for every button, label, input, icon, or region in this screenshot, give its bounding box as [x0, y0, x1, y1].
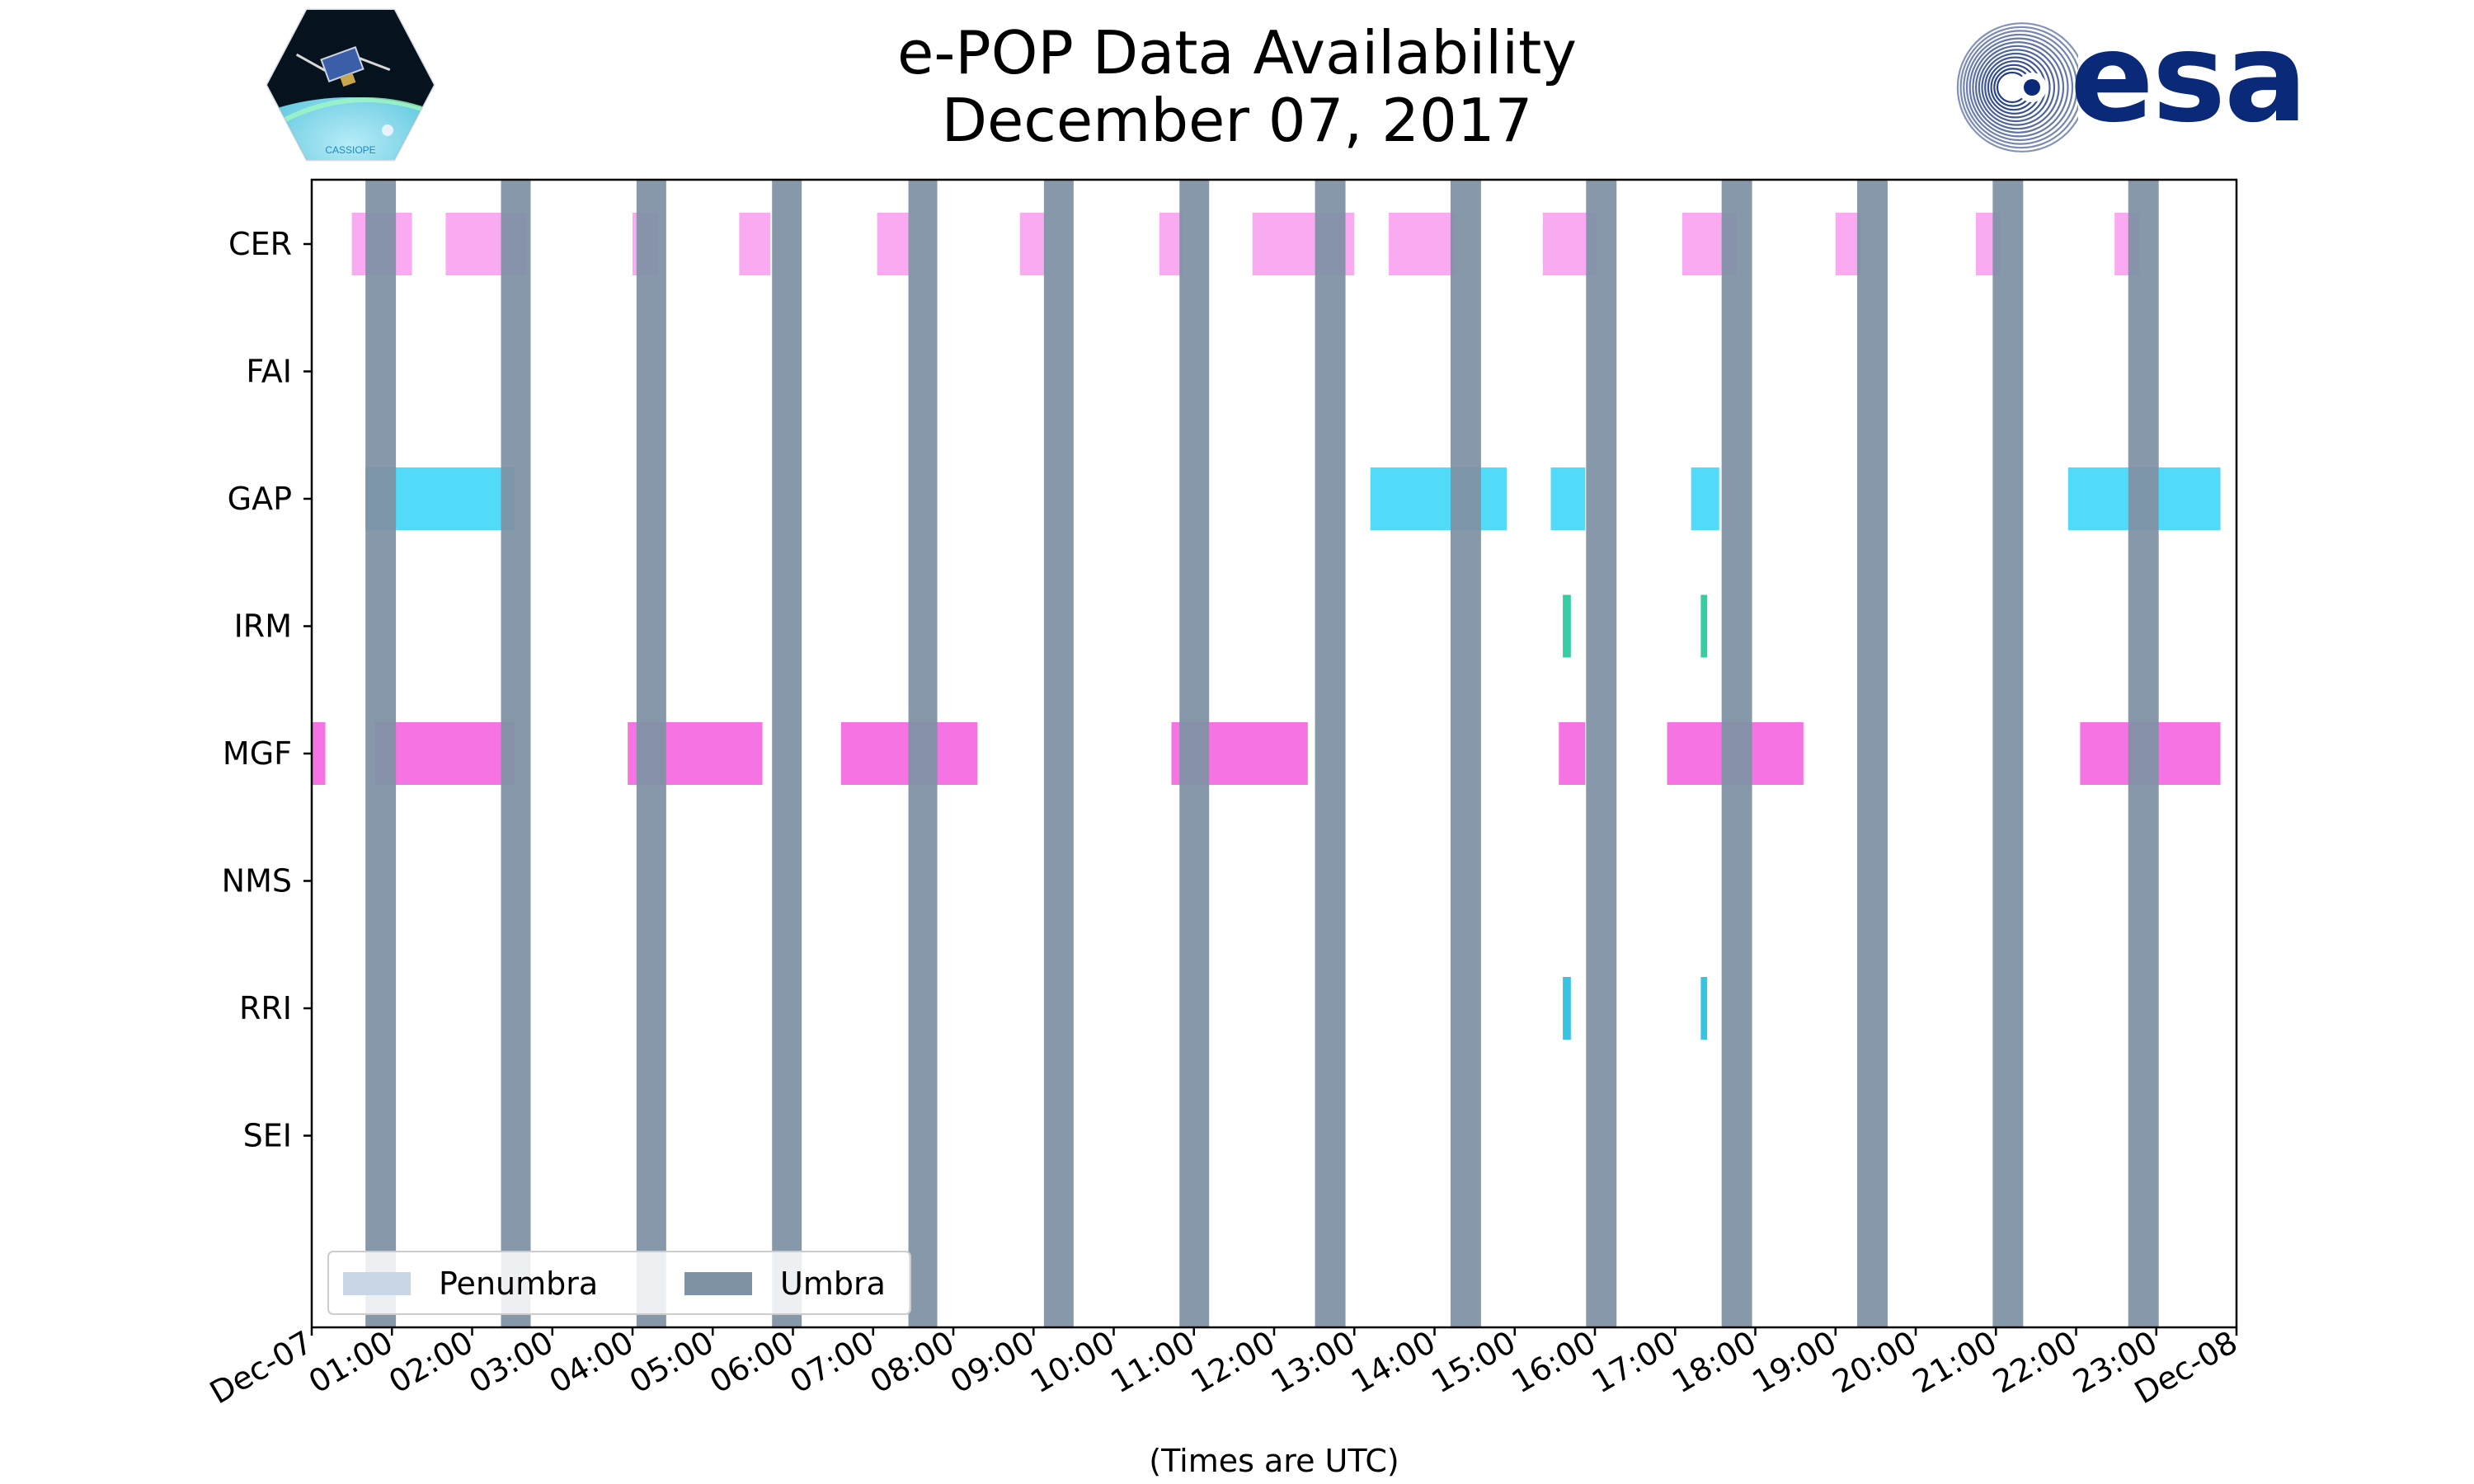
x-axis-label: (Times are UTC)	[1149, 1443, 1399, 1479]
bar-irm-0	[1563, 594, 1571, 658]
x-tick-label-1: 01:00	[303, 1324, 399, 1401]
bar-cer-3	[739, 213, 771, 275]
bar-mgf-5	[1559, 722, 1586, 785]
esa-swirl-ring	[1975, 45, 2060, 130]
umbra-band-5	[1043, 180, 1074, 1327]
x-tick-label-2: 02:00	[383, 1324, 479, 1401]
esa-swirl-ring	[1978, 49, 2056, 126]
x-tick-label-16: 16:00	[1506, 1324, 1602, 1401]
x-tick-label-4: 04:00	[543, 1324, 640, 1401]
umbra-band-1	[501, 180, 531, 1327]
x-tick-label-0: Dec-07	[204, 1324, 318, 1411]
y-tick-label-sei: SEI	[243, 1118, 292, 1154]
esa-swirl-ring	[1981, 52, 2051, 123]
umbra-layer	[365, 180, 2159, 1327]
x-tick-label-11: 11:00	[1104, 1324, 1201, 1401]
x-tick-label-6: 06:00	[703, 1324, 800, 1401]
esa-swirl-ring	[1972, 41, 2065, 134]
legend-label-umbra: Umbra	[780, 1266, 886, 1302]
x-tick-label-19: 19:00	[1746, 1324, 1842, 1401]
bar-mgf-1	[374, 722, 515, 785]
esa-swirl-ring	[1959, 26, 2078, 149]
cassiope-badge-text: CASSIOPE	[325, 144, 375, 156]
esa-swirl-ring	[1965, 33, 2074, 142]
x-tick-label-18: 18:00	[1666, 1324, 1762, 1401]
y-tick-label-nms: NMS	[222, 863, 292, 899]
umbra-band-8	[1450, 180, 1481, 1327]
bar-gap-1	[1370, 467, 1507, 530]
bar-irm-1	[1700, 594, 1708, 658]
legend-swatch-penumbra	[343, 1272, 411, 1295]
umbra-band-0	[365, 180, 397, 1327]
esa-swirl-ring	[1968, 37, 2069, 138]
bar-mgf-0	[312, 722, 326, 785]
bar-cer-5	[1019, 213, 1046, 275]
y-tick-label-gap: GAP	[228, 481, 292, 517]
umbra-band-10	[1721, 180, 1752, 1327]
esa-wordmark: esa	[2070, 7, 2307, 150]
y-tick-label-fai: FAI	[246, 354, 292, 390]
legend-box	[327, 1251, 911, 1315]
x-tick-label-17: 17:00	[1586, 1324, 1682, 1401]
x-tick-label-21: 21:00	[1907, 1324, 2003, 1401]
umbra-band-7	[1315, 180, 1346, 1327]
umbra-band-2	[636, 180, 666, 1327]
chart-subtitle: December 07, 2017	[941, 86, 1533, 155]
umbra-band-6	[1179, 180, 1210, 1327]
bar-rri-0	[1563, 977, 1571, 1040]
bar-cer-4	[877, 213, 910, 275]
y-axis: CER FAI GAP IRM MGF NMS RRI SEI	[222, 226, 312, 1154]
y-tick-label-cer: CER	[228, 226, 292, 262]
bar-rri-1	[1700, 977, 1708, 1040]
esa-logo	[1956, 22, 2078, 153]
y-tick-label-irm: IRM	[234, 608, 292, 645]
x-tick-label-7: 07:00	[783, 1324, 880, 1401]
bar-cer-8	[1389, 213, 1456, 275]
x-tick-label-9: 09:00	[944, 1324, 1041, 1401]
esa-swirl-ring	[1963, 30, 2078, 145]
bar-gap-2	[1550, 467, 1586, 530]
umbra-band-11	[1857, 180, 1888, 1327]
x-tick-label-15: 15:00	[1425, 1324, 1522, 1401]
y-tick-label-mgf: MGF	[223, 735, 292, 772]
x-tick-label-14: 14:00	[1345, 1324, 1442, 1401]
x-tick-label-22: 22:00	[1987, 1324, 2083, 1401]
x-tick-label-20: 20:00	[1827, 1324, 1923, 1401]
umbra-band-3	[772, 180, 802, 1327]
x-tick-label-3: 03:00	[463, 1324, 559, 1401]
legend: Penumbra Umbra	[327, 1251, 911, 1315]
bar-cer-6	[1159, 213, 1183, 275]
umbra-band-12	[1992, 180, 2024, 1327]
legend-swatch-umbra	[684, 1272, 752, 1295]
umbra-band-4	[908, 180, 938, 1327]
bars-layer	[312, 213, 2221, 1040]
bar-cer-11	[1835, 213, 1861, 275]
x-tick-label-13: 13:00	[1265, 1324, 1362, 1401]
x-tick-label-5: 05:00	[623, 1324, 720, 1401]
bar-gap-3	[1691, 467, 1719, 530]
x-axis: Dec-0701:0002:0003:0004:0005:0006:0007:0…	[204, 1324, 2243, 1411]
x-tick-label-12: 12:00	[1185, 1324, 1282, 1401]
cassiope-satellite-logo: CASSIOPE	[266, 8, 435, 162]
y-tick-label-rri: RRI	[239, 990, 292, 1026]
umbra-band-13	[2128, 180, 2159, 1327]
x-tick-label-8: 08:00	[864, 1324, 961, 1401]
umbra-band-9	[1586, 180, 1617, 1327]
chart-title: e-POP Data Availability	[897, 18, 1577, 87]
x-tick-label-10: 10:00	[1024, 1324, 1121, 1401]
legend-label-penumbra: Penumbra	[439, 1266, 598, 1302]
esa-swirl-ring	[1956, 22, 2078, 153]
